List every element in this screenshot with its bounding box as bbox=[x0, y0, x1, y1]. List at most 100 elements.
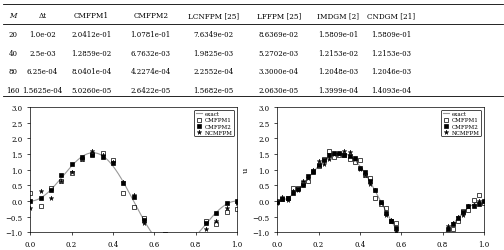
CMFPM2 bbox=[403, 242, 409, 245]
CMFPM1 bbox=[465, 208, 471, 212]
Text: 7.6349e-02: 7.6349e-02 bbox=[193, 31, 233, 39]
CMFPM1 bbox=[347, 158, 353, 161]
exact bbox=[234, 200, 240, 203]
Text: 2.0630e-05: 2.0630e-05 bbox=[259, 87, 299, 94]
NCMFPM bbox=[213, 220, 219, 223]
Text: 1.5682e-05: 1.5682e-05 bbox=[193, 87, 233, 94]
CMFPM2 bbox=[347, 155, 353, 158]
CMFPM2 bbox=[321, 159, 327, 162]
CMFPM1 bbox=[352, 161, 358, 164]
NCMFPM bbox=[321, 163, 327, 166]
NCMFPM bbox=[310, 169, 317, 172]
CMFPM2 bbox=[48, 189, 54, 192]
NCMFPM bbox=[455, 216, 461, 219]
CMFPM2 bbox=[203, 222, 209, 225]
CMFPM2 bbox=[89, 154, 95, 157]
CMFPM1 bbox=[110, 159, 116, 162]
NCMFPM bbox=[439, 237, 446, 240]
Text: 1.5625e-04: 1.5625e-04 bbox=[23, 87, 62, 94]
CMFPM1 bbox=[274, 200, 280, 203]
NCMFPM bbox=[470, 203, 476, 206]
CMFPM1 bbox=[362, 174, 368, 177]
Text: 8.6369e-02: 8.6369e-02 bbox=[259, 31, 299, 39]
CMFPM2 bbox=[377, 201, 384, 204]
NCMFPM bbox=[274, 202, 280, 205]
CMFPM1 bbox=[223, 210, 229, 214]
CMFPM2 bbox=[151, 237, 157, 240]
CMFPM1 bbox=[213, 223, 219, 226]
exact bbox=[158, 242, 164, 245]
CMFPM1 bbox=[27, 192, 33, 194]
NCMFPM bbox=[203, 227, 209, 230]
CMFPM1 bbox=[450, 228, 456, 231]
NCMFPM bbox=[290, 189, 296, 192]
NCMFPM bbox=[429, 241, 435, 244]
Text: 1.2048e-03: 1.2048e-03 bbox=[318, 68, 358, 76]
CMFPM2 bbox=[27, 200, 33, 203]
Text: IMDGM [2]: IMDGM [2] bbox=[317, 12, 359, 20]
CMFPM1 bbox=[193, 233, 199, 236]
NCMFPM bbox=[341, 150, 347, 152]
CMFPM2 bbox=[424, 246, 430, 250]
CMFPM1 bbox=[331, 156, 337, 159]
CMFPM2 bbox=[372, 189, 379, 192]
exact bbox=[356, 164, 362, 168]
CMFPM1 bbox=[460, 210, 466, 213]
CMFPM1 bbox=[89, 153, 95, 156]
Text: 6.25e-04: 6.25e-04 bbox=[27, 68, 58, 76]
CMFPM1 bbox=[377, 202, 384, 205]
CMFPM2 bbox=[234, 200, 240, 202]
CMFPM2 bbox=[37, 196, 44, 199]
CMFPM2 bbox=[341, 154, 347, 157]
exact bbox=[405, 242, 411, 245]
CMFPM1 bbox=[439, 238, 446, 241]
Text: LCNFPM [25]: LCNFPM [25] bbox=[187, 12, 239, 20]
NCMFPM bbox=[434, 235, 440, 238]
NCMFPM bbox=[161, 245, 167, 248]
exact bbox=[424, 246, 430, 250]
NCMFPM bbox=[58, 180, 65, 183]
CMFPM1 bbox=[141, 216, 147, 219]
CMFPM2 bbox=[331, 152, 337, 155]
exact bbox=[425, 246, 431, 249]
Text: 1.0e-02: 1.0e-02 bbox=[29, 31, 56, 39]
Text: 1.2046e-03: 1.2046e-03 bbox=[371, 68, 411, 76]
Legend: exact, CMFPM1, CMFPM2, NCMFPM: exact, CMFPM1, CMFPM2, NCMFPM bbox=[194, 110, 234, 137]
NCMFPM bbox=[377, 202, 384, 205]
CMFPM2 bbox=[393, 227, 399, 230]
CMFPM2 bbox=[295, 188, 301, 191]
Text: 2.2552e-04: 2.2552e-04 bbox=[193, 68, 233, 76]
CMFPM2 bbox=[481, 200, 487, 203]
exact bbox=[27, 200, 33, 203]
CMFPM2 bbox=[362, 171, 368, 174]
exact bbox=[95, 152, 101, 156]
CMFPM1 bbox=[316, 165, 322, 168]
CMFPM1 bbox=[279, 198, 285, 201]
Text: 2.6422e-05: 2.6422e-05 bbox=[131, 87, 171, 94]
NCMFPM bbox=[234, 202, 240, 205]
CMFPM1 bbox=[357, 159, 363, 162]
CMFPM2 bbox=[470, 204, 476, 207]
CMFPM2 bbox=[182, 244, 188, 247]
NCMFPM bbox=[316, 160, 322, 163]
Line: CMFPM1: CMFPM1 bbox=[276, 150, 485, 250]
CMFPM1 bbox=[120, 192, 126, 195]
NCMFPM bbox=[223, 206, 229, 210]
Text: 6.7632e-03: 6.7632e-03 bbox=[131, 50, 171, 58]
NCMFPM bbox=[300, 180, 306, 183]
Line: NCMFPM: NCMFPM bbox=[275, 148, 486, 250]
exact bbox=[342, 152, 348, 156]
CMFPM1 bbox=[37, 205, 44, 208]
Text: 5.0260e-05: 5.0260e-05 bbox=[71, 87, 111, 94]
CMFPM2 bbox=[465, 205, 471, 208]
Text: CNDGM [21]: CNDGM [21] bbox=[367, 12, 415, 20]
exact bbox=[337, 152, 343, 155]
Text: 1.5809e-01: 1.5809e-01 bbox=[318, 31, 358, 39]
NCMFPM bbox=[141, 222, 147, 224]
CMFPM2 bbox=[414, 246, 420, 249]
Text: 1.9825e-03: 1.9825e-03 bbox=[193, 50, 233, 58]
Text: LFFPM [25]: LFFPM [25] bbox=[257, 12, 301, 20]
CMFPM2 bbox=[279, 198, 285, 201]
Text: 1.2859e-02: 1.2859e-02 bbox=[71, 50, 111, 58]
NCMFPM bbox=[408, 242, 414, 245]
